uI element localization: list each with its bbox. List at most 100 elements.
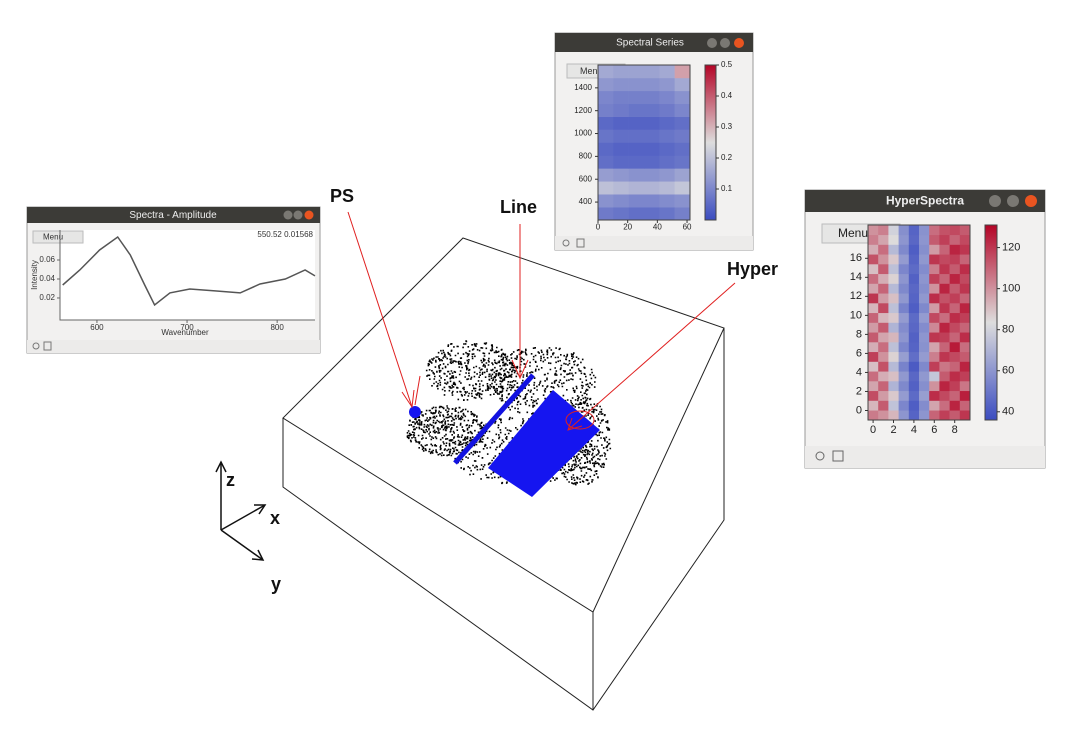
- heat-cell: [939, 410, 950, 421]
- maximize-button[interactable]: [293, 210, 303, 220]
- heat-cell: [674, 155, 691, 169]
- heat-cell: [908, 303, 920, 314]
- close-button[interactable]: [734, 38, 744, 48]
- heat-cell: [898, 244, 910, 255]
- heat-cell: [919, 332, 930, 343]
- heat-cell: [939, 225, 950, 236]
- arrows: [347, 211, 736, 431]
- heat-cell: [919, 303, 930, 314]
- heat-cell: [919, 225, 930, 236]
- heat-cell: [878, 342, 889, 353]
- readout: 550.52 0.01568: [257, 230, 313, 239]
- heat-cell: [898, 234, 910, 245]
- x-tick-label: 2: [890, 424, 896, 436]
- colorbar-tick-label: 80: [1002, 324, 1014, 336]
- heat-cell: [919, 322, 930, 333]
- close-button[interactable]: [304, 210, 314, 220]
- heat-cell: [868, 361, 879, 372]
- x-tick-label: 20: [623, 222, 632, 231]
- heat-cell: [919, 390, 930, 401]
- heat-cell: [929, 400, 940, 411]
- heat-cell: [939, 381, 950, 392]
- help-icon[interactable]: [562, 239, 570, 247]
- heat-cell: [598, 77, 614, 92]
- x-tick-label: 40: [653, 222, 662, 231]
- heat-cell: [659, 77, 675, 92]
- close-button[interactable]: [1025, 195, 1037, 207]
- window-title: Spectra - Amplitude: [129, 210, 217, 221]
- minimize-button[interactable]: [989, 195, 1001, 207]
- heat-cell: [898, 264, 910, 275]
- heat-cell: [959, 322, 971, 333]
- heat-cell: [939, 303, 950, 314]
- heat-cell: [868, 264, 879, 275]
- maximize-button[interactable]: [720, 38, 730, 48]
- arrow-head: [511, 359, 529, 380]
- heat-cell: [939, 322, 950, 333]
- minimize-button[interactable]: [283, 210, 293, 220]
- y-tick-label: 0.04: [39, 274, 55, 283]
- heat-cell: [659, 207, 675, 221]
- maximize-button[interactable]: [1007, 195, 1019, 207]
- heat-cell: [628, 65, 645, 79]
- x-tick-label: 8: [952, 424, 958, 436]
- heat-cell: [674, 194, 691, 208]
- colorbar-tick-label: 100: [1002, 283, 1020, 295]
- heat-cell: [959, 244, 971, 255]
- heat-cell: [919, 283, 930, 294]
- heat-cell: [898, 303, 910, 314]
- heat-cell: [929, 381, 940, 392]
- heat-cell: [613, 181, 629, 195]
- toolbar: [555, 236, 753, 250]
- arrow-head: [251, 549, 265, 561]
- heat-cell: [908, 322, 920, 333]
- heat-cell: [939, 332, 950, 343]
- heat-cell: [613, 129, 629, 143]
- heat-cell: [878, 381, 889, 392]
- heat-cell: [888, 351, 899, 362]
- heat-cell: [929, 273, 940, 284]
- axis-label: x: [270, 508, 280, 528]
- heat-cell: [868, 312, 879, 323]
- y-tick-label: 600: [579, 174, 593, 183]
- heat-cell: [949, 254, 961, 265]
- heat-cell: [908, 312, 920, 323]
- save-icon[interactable]: [576, 238, 585, 248]
- heat-cell: [939, 361, 950, 372]
- heat-cell: [598, 116, 614, 130]
- heat-cell: [949, 361, 961, 372]
- save-icon[interactable]: [832, 450, 844, 462]
- heat-cell: [628, 103, 645, 117]
- heat-cell: [929, 332, 940, 343]
- heat-cell: [919, 312, 930, 323]
- x-tick-label: 4: [911, 424, 917, 436]
- heat-cell: [888, 342, 899, 353]
- heat-cell: [598, 155, 614, 169]
- help-icon[interactable]: [32, 342, 40, 350]
- y-tick-label: 8: [856, 328, 862, 340]
- menu-label[interactable]: Menu: [43, 233, 63, 242]
- colorbar-tick-label: 0.5: [721, 60, 733, 69]
- heat-cell: [598, 142, 614, 156]
- y-tick-label: 400: [579, 197, 593, 206]
- help-icon[interactable]: [815, 451, 825, 461]
- minimize-button[interactable]: [707, 38, 717, 48]
- heat-cell: [908, 234, 920, 245]
- menu-label[interactable]: Menu: [580, 66, 603, 76]
- heat-cell: [939, 244, 950, 255]
- heat-cell: [929, 234, 940, 245]
- heat-cell: [908, 283, 920, 294]
- heat-cell: [888, 332, 899, 343]
- heat-cell: [888, 312, 899, 323]
- menu-label[interactable]: Menu: [838, 226, 868, 240]
- colorbar-tick-label: 0.1: [721, 184, 733, 193]
- heat-cell: [939, 312, 950, 323]
- heat-cell: [868, 283, 879, 294]
- heat-cell: [929, 312, 940, 323]
- heat-cell: [878, 400, 889, 411]
- axis-label: z: [226, 470, 235, 490]
- save-icon[interactable]: [43, 341, 52, 351]
- heat-cell: [644, 155, 660, 169]
- menu-button[interactable]: [32, 230, 84, 244]
- heat-cell: [659, 194, 675, 208]
